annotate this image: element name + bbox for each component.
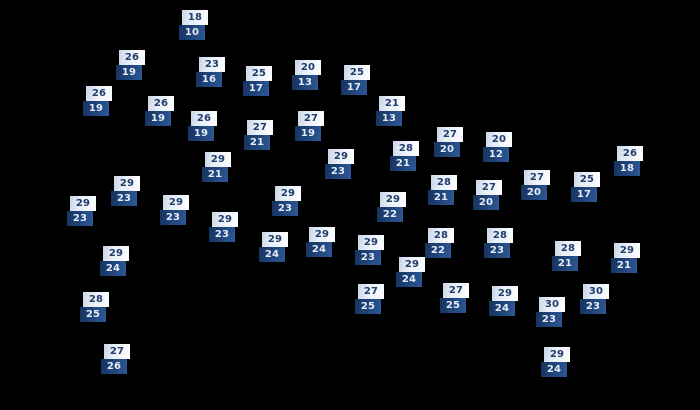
data-point-top-value: 20 [486, 132, 512, 147]
data-point-bottom-value: 19 [145, 111, 171, 126]
data-point-bottom-value: 23 [67, 211, 93, 226]
data-point-bottom-value: 21 [611, 258, 637, 273]
data-point-bottom-value: 23 [209, 227, 235, 242]
data-point-bottom-value: 24 [541, 362, 567, 377]
data-point-top-value: 21 [379, 96, 405, 111]
data-point-top-value: 28 [393, 141, 419, 156]
data-point-top-value: 27 [358, 284, 384, 299]
data-point-bottom-value: 26 [101, 359, 127, 374]
data-point-bottom-value: 25 [80, 307, 106, 322]
data-point-top-value: 29 [205, 152, 231, 167]
data-point-top-value: 27 [437, 127, 463, 142]
data-point-top-value: 26 [86, 86, 112, 101]
data-point-bottom-value: 22 [425, 243, 451, 258]
data-point-bottom-value: 24 [396, 272, 422, 287]
data-point-top-value: 26 [119, 50, 145, 65]
data-point-bottom-value: 13 [292, 75, 318, 90]
data-point-top-value: 29 [544, 347, 570, 362]
data-point-bottom-value: 23 [355, 250, 381, 265]
data-point-top-value: 27 [443, 283, 469, 298]
data-point-bottom-value: 24 [489, 301, 515, 316]
data-point-top-value: 23 [199, 57, 225, 72]
data-point-top-value: 27 [476, 180, 502, 195]
data-point-top-value: 29 [103, 246, 129, 261]
data-point-bottom-value: 25 [440, 298, 466, 313]
data-point-bottom-value: 23 [272, 201, 298, 216]
data-point-top-value: 28 [428, 228, 454, 243]
data-point-top-value: 28 [83, 292, 109, 307]
data-point-top-value: 29 [309, 227, 335, 242]
data-point-top-value: 29 [163, 195, 189, 210]
data-point-top-value: 29 [328, 149, 354, 164]
data-point-top-value: 27 [247, 120, 273, 135]
data-point-top-value: 29 [614, 243, 640, 258]
data-point-bottom-value: 22 [377, 207, 403, 222]
data-point-top-value: 30 [583, 284, 609, 299]
data-point-top-value: 28 [487, 228, 513, 243]
data-point-bottom-value: 23 [580, 299, 606, 314]
data-point-bottom-value: 18 [614, 161, 640, 176]
data-point-top-value: 29 [380, 192, 406, 207]
data-point-top-value: 18 [182, 10, 208, 25]
data-point-top-value: 20 [295, 60, 321, 75]
data-point-bottom-value: 19 [295, 126, 321, 141]
data-point-top-value: 25 [574, 172, 600, 187]
data-point-top-value: 29 [492, 286, 518, 301]
data-point-bottom-value: 23 [536, 312, 562, 327]
data-point-top-value: 26 [191, 111, 217, 126]
data-point-top-value: 28 [431, 175, 457, 190]
data-point-top-value: 25 [344, 65, 370, 80]
data-point-top-value: 29 [70, 196, 96, 211]
data-point-bottom-value: 24 [100, 261, 126, 276]
data-point-bottom-value: 21 [244, 135, 270, 150]
data-point-bottom-value: 20 [521, 185, 547, 200]
data-point-bottom-value: 25 [355, 299, 381, 314]
data-point-bottom-value: 24 [259, 247, 285, 262]
data-point-top-value: 26 [148, 96, 174, 111]
data-point-bottom-value: 23 [111, 191, 137, 206]
data-point-top-value: 29 [114, 176, 140, 191]
data-point-top-value: 25 [246, 66, 272, 81]
data-point-top-value: 26 [617, 146, 643, 161]
data-point-top-value: 30 [539, 297, 565, 312]
data-point-bottom-value: 17 [571, 187, 597, 202]
data-point-bottom-value: 23 [160, 210, 186, 225]
data-point-bottom-value: 19 [188, 126, 214, 141]
data-point-bottom-value: 20 [434, 142, 460, 157]
data-point-top-value: 27 [298, 111, 324, 126]
data-point-top-value: 29 [399, 257, 425, 272]
data-point-bottom-value: 21 [428, 190, 454, 205]
data-point-bottom-value: 23 [325, 164, 351, 179]
data-point-bottom-value: 21 [202, 167, 228, 182]
data-point-bottom-value: 20 [473, 195, 499, 210]
data-point-bottom-value: 16 [196, 72, 222, 87]
data-point-top-value: 27 [104, 344, 130, 359]
data-point-top-value: 28 [555, 241, 581, 256]
data-point-bottom-value: 24 [306, 242, 332, 257]
data-point-bottom-value: 21 [390, 156, 416, 171]
data-point-top-value: 27 [524, 170, 550, 185]
data-point-bottom-value: 19 [116, 65, 142, 80]
data-point-bottom-value: 13 [376, 111, 402, 126]
data-point-top-value: 29 [212, 212, 238, 227]
data-point-bottom-value: 21 [552, 256, 578, 271]
data-point-bottom-value: 17 [341, 80, 367, 95]
data-point-bottom-value: 19 [83, 101, 109, 116]
data-point-top-value: 29 [358, 235, 384, 250]
data-point-bottom-value: 12 [483, 147, 509, 162]
data-point-top-value: 29 [275, 186, 301, 201]
data-point-bottom-value: 23 [484, 243, 510, 258]
data-point-bottom-value: 10 [179, 25, 205, 40]
data-point-top-value: 29 [262, 232, 288, 247]
data-point-bottom-value: 17 [243, 81, 269, 96]
